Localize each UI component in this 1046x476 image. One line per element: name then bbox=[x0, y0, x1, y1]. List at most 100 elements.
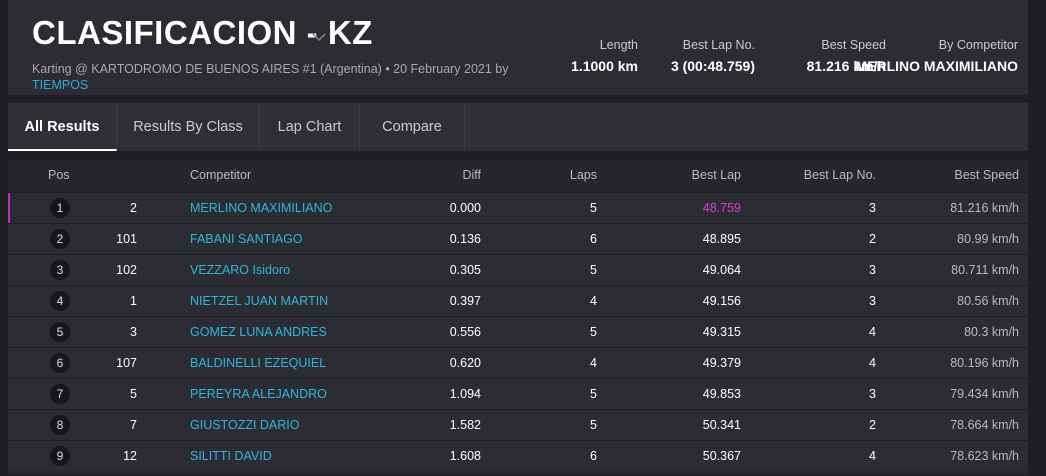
position: 9 bbox=[50, 446, 70, 466]
best-speed: 79.434 km/h bbox=[950, 387, 1019, 401]
best-speed: 80.99 km/h bbox=[957, 232, 1019, 246]
column-header: Laps bbox=[569, 168, 597, 182]
column-header: Competitor bbox=[190, 168, 252, 182]
position: 4 bbox=[50, 291, 70, 311]
position: 3 bbox=[50, 260, 70, 280]
laps: 5 bbox=[590, 201, 597, 215]
best-lap-no: 3 bbox=[869, 387, 876, 401]
result-row[interactable]: 4 1 NIETZEL JUAN MARTIN 0.397 4 49.156 3 80.56 … bbox=[8, 285, 1028, 316]
best-lap-no: 3 bbox=[869, 201, 876, 215]
result-row[interactable]: 3 102 VEZZARO Isidoro 0.305 5 49.064 3 80.711 k… bbox=[8, 254, 1028, 285]
stat-label: Length bbox=[599, 38, 638, 52]
best-speed: 80.196 km/h bbox=[950, 356, 1019, 370]
kart-number: 107 bbox=[116, 356, 137, 370]
tab[interactable]: All Results bbox=[8, 103, 117, 151]
result-row[interactable]: 7 5 PEREYRA ALEJANDRO 1.094 5 49.853 3 79.434 k… bbox=[8, 378, 1028, 409]
position: 8 bbox=[50, 415, 70, 435]
stat-label: Best Lap No. bbox=[682, 38, 755, 52]
result-row[interactable]: 2 101 FABANI SANTIAGO 0.136 6 48.895 2 80.99 km… bbox=[8, 223, 1028, 254]
diff: 1.094 bbox=[449, 387, 481, 401]
kart-number: 102 bbox=[116, 263, 137, 277]
best-lap: 48.759 bbox=[702, 201, 741, 215]
subtitle: Karting @ KARTODROMO DE BUENOS AIRES #1 … bbox=[32, 62, 509, 76]
diff: 0.305 bbox=[449, 263, 481, 277]
title: CLASIFICACION - KZ bbox=[32, 14, 373, 51]
tab[interactable]: Results By Class bbox=[117, 103, 260, 151]
kart-number: 2 bbox=[130, 201, 137, 215]
best-speed: 80.3 km/h bbox=[964, 325, 1019, 339]
best-lap: 49.853 bbox=[702, 387, 741, 401]
tab[interactable]: Lap Chart bbox=[260, 103, 360, 151]
competitor[interactable]: GIUSTOZZI DARIO bbox=[190, 418, 300, 432]
position: 7 bbox=[50, 384, 70, 404]
column-header: Diff bbox=[462, 168, 481, 182]
result-row[interactable]: 9 12 SILITTI DAVID 1.608 6 50.367 4 78.623 km/h bbox=[8, 440, 1028, 471]
result-row[interactable]: 8 7 GIUSTOZZI DARIO 1.582 5 50.341 2 78.664 km/… bbox=[8, 409, 1028, 440]
laps: 4 bbox=[590, 294, 597, 308]
tab[interactable]: Compare bbox=[360, 103, 465, 151]
competitor[interactable]: BALDINELLI EZEQUIEL bbox=[190, 356, 327, 370]
diff: 1.582 bbox=[449, 418, 481, 432]
column-header: Best Speed bbox=[954, 168, 1019, 182]
kart-number: 5 bbox=[130, 387, 137, 401]
stat-value: 81.216 km/h bbox=[806, 58, 886, 74]
laps: 5 bbox=[590, 418, 597, 432]
competitor[interactable]: GOMEZ LUNA ANDRES bbox=[190, 325, 327, 339]
kart-number: 3 bbox=[130, 325, 137, 339]
tabs: All Results Results By Class Lap Chart Comp… bbox=[8, 103, 1028, 151]
dropdown-icon[interactable] bbox=[312, 32, 326, 42]
results-table: Pos Competitor Diff Laps Best Lap Best Lap No… bbox=[8, 160, 1028, 474]
best-lap: 50.341 bbox=[702, 418, 741, 432]
best-lap-no: 4 bbox=[869, 449, 876, 463]
competitor[interactable]: SILITTI DAVID bbox=[190, 449, 272, 463]
best-lap: 50.367 bbox=[702, 449, 741, 463]
competitor[interactable]: NIETZEL JUAN MARTIN bbox=[190, 294, 329, 308]
diff: 0.136 bbox=[449, 232, 481, 246]
best-lap-no: 2 bbox=[869, 232, 876, 246]
laps: 6 bbox=[590, 449, 597, 463]
column-header: Best Lap bbox=[691, 168, 741, 182]
stat-value: MERLINO MAXIMILIANO bbox=[855, 58, 1018, 74]
competitor[interactable]: FABANI SANTIAGO bbox=[190, 232, 303, 246]
diff: 0.397 bbox=[449, 294, 481, 308]
result-row[interactable]: 6 107 BALDINELLI EZEQUIEL 0.620 4 49.379 4 80.1… bbox=[8, 347, 1028, 378]
best-lap-no: 4 bbox=[869, 356, 876, 370]
stat-value: 1.1000 km bbox=[571, 58, 638, 74]
best-speed: 78.623 km/h bbox=[950, 449, 1019, 463]
header: CLASIFICACION - KZ Karting @ KARTODROMO … bbox=[8, 0, 1028, 95]
position: 5 bbox=[50, 322, 70, 342]
laps: 5 bbox=[590, 387, 597, 401]
stat-label: Best Speed bbox=[821, 38, 886, 52]
competitor[interactable]: MERLINO MAXIMILIANO bbox=[190, 201, 333, 215]
diff: 0.000 bbox=[449, 201, 481, 215]
result-row[interactable]: 1 2 MERLINO MAXIMILIANO 0.000 5 48.759 3 81.216… bbox=[8, 192, 1028, 223]
position: 2 bbox=[50, 229, 70, 249]
column-header: Best Lap No. bbox=[803, 168, 876, 182]
position: 6 bbox=[50, 353, 70, 373]
competitor[interactable]: VEZZARO Isidoro bbox=[190, 263, 291, 277]
best-lap: 49.064 bbox=[702, 263, 741, 277]
competitor[interactable]: PEREYRA ALEJANDRO bbox=[190, 387, 327, 401]
best-speed: 80.56 km/h bbox=[957, 294, 1019, 308]
kart-number: 101 bbox=[116, 232, 137, 246]
position: 1 bbox=[50, 198, 70, 218]
kart-number: 7 bbox=[130, 418, 137, 432]
best-lap-no: 2 bbox=[869, 418, 876, 432]
result-row[interactable]: 5 3 GOMEZ LUNA ANDRES 0.556 5 49.315 4 80.3 km/… bbox=[8, 316, 1028, 347]
best-speed: 81.216 km/h bbox=[950, 201, 1019, 215]
laps: 4 bbox=[590, 356, 597, 370]
laps: 6 bbox=[590, 232, 597, 246]
stat-label: By Competitor bbox=[938, 38, 1018, 52]
column-header: Pos bbox=[48, 168, 70, 182]
link[interactable]: TIEMPOS bbox=[32, 78, 89, 92]
kart-number: 12 bbox=[123, 449, 137, 463]
best-lap: 49.379 bbox=[702, 356, 741, 370]
best-lap-no: 4 bbox=[869, 325, 876, 339]
best-lap: 49.156 bbox=[702, 294, 741, 308]
laps: 5 bbox=[590, 325, 597, 339]
best-lap-no: 3 bbox=[869, 294, 876, 308]
best-speed: 80.711 km/h bbox=[951, 263, 1019, 277]
best-lap-no: 3 bbox=[869, 263, 876, 277]
best-speed: 78.664 km/h bbox=[950, 418, 1019, 432]
